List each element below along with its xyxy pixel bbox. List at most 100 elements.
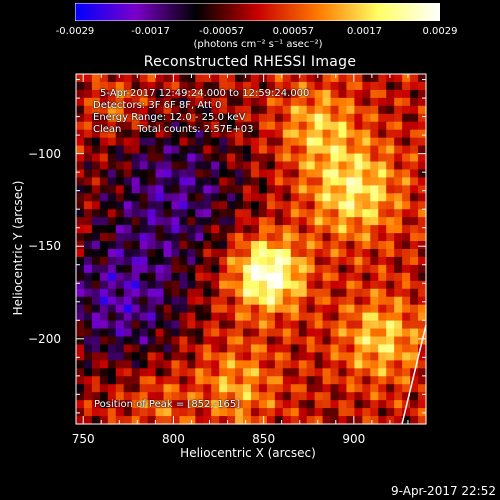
heatmap-cell [227, 105, 236, 115]
heatmap-cell [219, 400, 228, 409]
heatmap-cell [211, 256, 220, 266]
heatmap-cell [251, 304, 260, 314]
heatmap-cell [282, 280, 292, 290]
heatmap-cell [298, 105, 308, 115]
heatmap-cell [99, 145, 109, 155]
heatmap-cell [370, 312, 379, 322]
heatmap-cell [187, 408, 196, 417]
heatmap-cell [410, 416, 419, 425]
heatmap-cell [378, 145, 387, 155]
heatmap-cell [163, 121, 173, 131]
heatmap-cell [155, 193, 165, 202]
heatmap-cell [91, 233, 101, 242]
heatmap-cell [346, 89, 355, 99]
heatmap-cell [314, 137, 324, 147]
heatmap-cell [171, 272, 180, 282]
heatmap-cell [195, 320, 204, 330]
heatmap-cell [179, 376, 188, 385]
heatmap-cell [418, 105, 427, 115]
heatmap-cell [76, 233, 85, 242]
heatmap-cell [195, 416, 204, 425]
heatmap-cell [115, 408, 125, 417]
heatmap-cell [76, 169, 85, 178]
heatmap-cell [330, 137, 340, 147]
heatmap-cell [123, 328, 133, 338]
heatmap-cell [123, 81, 133, 91]
heatmap-cell [83, 97, 93, 107]
heatmap-cell [219, 288, 228, 298]
heatmap-cell [99, 129, 109, 139]
heatmap-cell [179, 352, 188, 361]
heatmap-cell [107, 74, 117, 83]
heatmap-cell [258, 97, 268, 107]
heatmap-cell [219, 320, 228, 330]
heatmap-cell [378, 81, 387, 91]
heatmap-cell [378, 209, 387, 218]
heatmap-cell [410, 177, 419, 186]
heatmap-cell [402, 249, 411, 258]
heatmap-cell [274, 225, 284, 234]
heatmap-cell [131, 360, 141, 369]
heatmap-cell [306, 97, 316, 107]
heatmap-cell [115, 256, 125, 266]
heatmap-cell [274, 209, 284, 218]
heatmap-cell [274, 392, 284, 401]
heatmap-cell [298, 288, 308, 298]
heatmap-cell [298, 81, 308, 91]
heatmap-cell [251, 272, 260, 282]
heatmap-cell [91, 185, 101, 194]
heatmap-cell [338, 264, 348, 274]
heatmap-cell [171, 185, 180, 194]
heatmap-cell [203, 336, 212, 346]
heatmap-cell [378, 336, 387, 346]
heatmap-cell [394, 344, 403, 353]
heatmap-cell [282, 81, 292, 91]
heatmap-cell [243, 225, 252, 234]
heatmap-cell [362, 97, 371, 107]
heatmap-cell [227, 272, 236, 282]
heatmap-cell [171, 145, 180, 155]
heatmap-cell [171, 256, 180, 266]
heatmap-cell [346, 241, 355, 250]
heatmap-cell [290, 137, 300, 147]
heatmap-cell [418, 177, 427, 186]
heatmap-cell [107, 304, 117, 314]
heatmap-cell [306, 89, 316, 99]
heatmap-cell [179, 360, 188, 369]
heatmap-cell [235, 121, 244, 131]
heatmap-cell [219, 185, 228, 194]
heatmap-cell [322, 97, 332, 107]
heatmap-cell [386, 384, 395, 393]
heatmap-cell [274, 233, 284, 242]
heatmap-cell [330, 344, 340, 353]
heatmap-cell [314, 185, 324, 194]
heatmap-cell [211, 81, 220, 91]
heatmap-cell [187, 304, 196, 314]
heatmap-cell [410, 272, 419, 282]
heatmap-cell [266, 328, 276, 338]
heatmap-cell [203, 328, 212, 338]
heatmap-cell [394, 97, 403, 107]
heatmap-cell [274, 288, 284, 298]
heatmap-cell [91, 121, 101, 131]
heatmap-cell [76, 105, 85, 115]
heatmap-cell [107, 376, 117, 385]
heatmap-cell [378, 201, 387, 210]
heatmap-cell [243, 336, 252, 346]
heatmap-cell [76, 241, 85, 250]
heatmap-cell [378, 312, 387, 322]
heatmap-cell [306, 336, 316, 346]
heatmap-cell [282, 217, 292, 226]
heatmap-cell [274, 193, 284, 202]
heatmap-cell [235, 408, 244, 417]
heatmap-cell [378, 304, 387, 314]
heatmap-cell [266, 81, 276, 91]
heatmap-cell [107, 296, 117, 306]
heatmap-cell [362, 169, 371, 178]
heatmap-cell [362, 249, 371, 258]
heatmap-cell [211, 264, 220, 274]
heatmap-cell [386, 113, 395, 123]
heatmap-cell [338, 256, 348, 266]
heatmap-cell [227, 113, 236, 123]
heatmap-cell [163, 217, 173, 226]
